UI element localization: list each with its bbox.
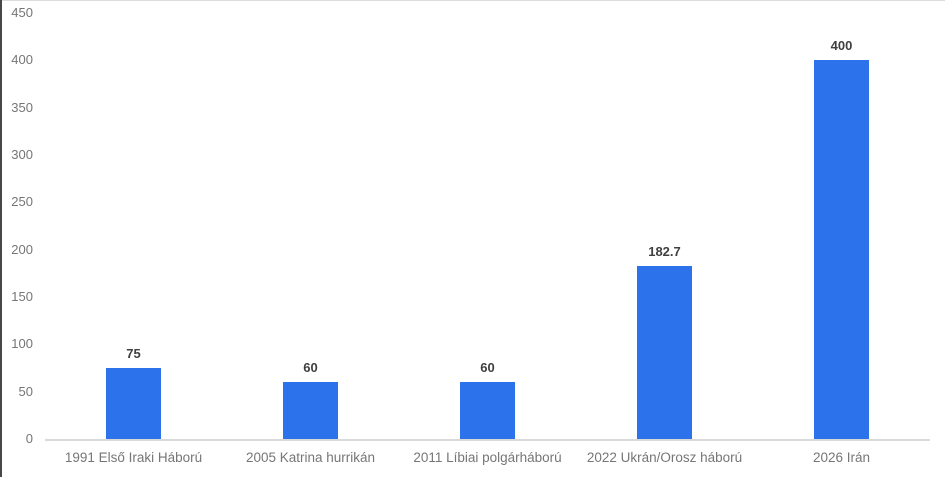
category-label-1: 1991 Első Iraki Háború	[64, 450, 203, 465]
y-tick-label: 350	[11, 99, 33, 115]
bar-2	[283, 382, 338, 439]
bar-1	[106, 368, 161, 439]
y-tick-label: 400	[11, 52, 33, 68]
bar-4	[637, 266, 692, 439]
y-tick-label: 300	[11, 147, 33, 162]
bar-5	[814, 60, 869, 439]
y-tick-label: 200	[11, 241, 33, 257]
bar-3	[460, 382, 515, 439]
data-label-3: 60	[480, 360, 495, 376]
category-label-3: 2011 Líbiai polgárháború	[413, 450, 562, 465]
data-label-1: 75	[126, 346, 141, 361]
y-tick-label: 250	[11, 194, 33, 210]
x-axis-line	[45, 439, 930, 441]
data-label-5: 400	[830, 38, 853, 54]
y-tick-label: 50	[18, 383, 33, 399]
category-label-4: 2022 Ukrán/Orosz háború	[586, 450, 743, 465]
top-border-line	[0, 0, 945, 1]
y-tick-label: 150	[11, 289, 33, 304]
data-label-2: 60	[303, 360, 318, 376]
y-tick-label: 100	[11, 336, 33, 352]
category-label-2: 2005 Katrina hurrikán	[245, 450, 376, 465]
y-tick-label: 450	[11, 5, 33, 20]
category-label-5: 2026 Irán	[812, 450, 871, 465]
y-tick-label: 0	[25, 431, 33, 446]
left-border-line	[0, 0, 2, 477]
data-label-4: 182.7	[648, 244, 681, 260]
